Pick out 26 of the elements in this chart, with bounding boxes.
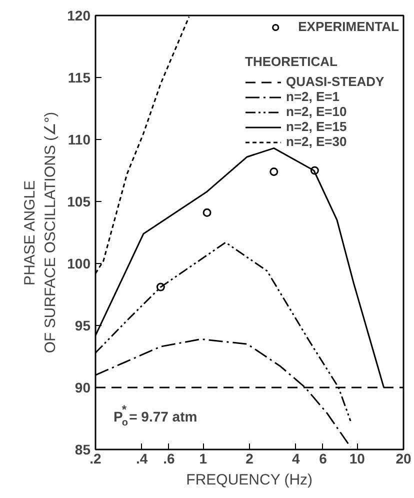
legend-title: THEORETICAL [245, 54, 338, 69]
y-tick-label: 85 [74, 442, 91, 458]
legend-label: n=2, E=15 [286, 119, 347, 134]
y-tick-label: 90 [74, 380, 91, 396]
y-tick-label: 105 [67, 194, 91, 210]
x-tick-label: 20 [396, 450, 412, 466]
y-tick-label: 110 [68, 132, 91, 148]
x-axis-title: FREQUENCY (Hz) [186, 472, 313, 488]
legend-label: EXPERIMENTAL [298, 19, 399, 34]
x-tick-label: .2 [90, 450, 102, 466]
x-tick-label: .4 [136, 450, 148, 466]
x-tick-label: 6 [319, 450, 328, 466]
y-tick-label: 115 [68, 70, 91, 86]
y-tick-label: 120 [67, 8, 91, 24]
x-tick-label: .6 [163, 450, 176, 466]
x-tick-label: 4 [292, 450, 300, 466]
y-tick-label: 100 [67, 256, 91, 272]
legend-label: n=2, E=10 [286, 104, 347, 119]
x-tick-label: 1 [199, 450, 208, 466]
legend-label: n=2, E=1 [286, 89, 340, 104]
legend-label: QUASI-STEADY [286, 74, 384, 89]
x-tick-label: 2 [246, 450, 254, 466]
y-tick-label: 95 [74, 318, 91, 334]
legend-label: n=2, E=30 [286, 134, 347, 149]
y-axis-title: PHASE ANGLE OF SURFACE OSCILLATIONS (∠°) [22, 112, 60, 354]
x-tick-label: 10 [349, 450, 366, 466]
